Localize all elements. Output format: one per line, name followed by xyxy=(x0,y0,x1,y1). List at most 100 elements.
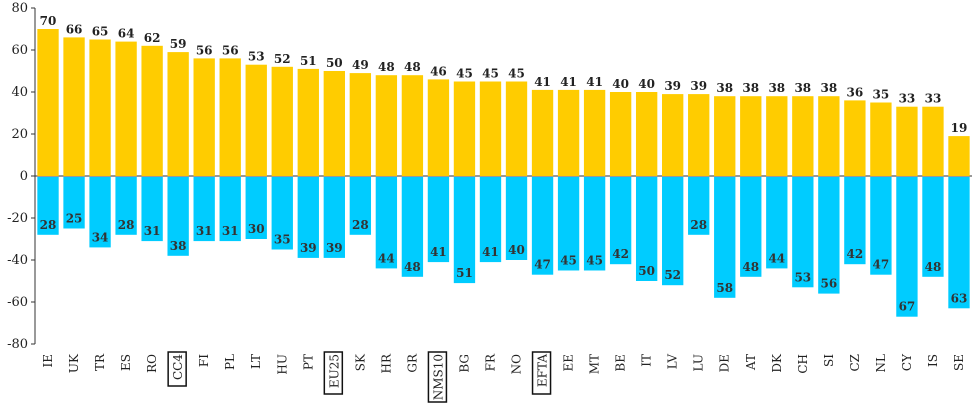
category-label: CC4 xyxy=(171,354,185,380)
category-label: CY xyxy=(900,353,914,371)
data-label-negative: 28 xyxy=(352,218,369,232)
bar-negative xyxy=(193,177,215,242)
data-label-negative: 28 xyxy=(40,218,57,232)
bar-negative xyxy=(531,177,554,275)
bar-positive xyxy=(792,96,814,176)
y-tick-label: 60 xyxy=(11,43,28,58)
data-label-positive: 38 xyxy=(742,81,759,95)
y-tick-label: -40 xyxy=(7,253,28,268)
data-label-negative: 42 xyxy=(612,247,629,261)
data-label-positive: 70 xyxy=(40,14,57,28)
bar-positive xyxy=(818,96,840,176)
data-label-positive: 45 xyxy=(482,67,499,81)
data-label-negative: 44 xyxy=(378,251,395,265)
bar-positive xyxy=(349,73,372,176)
bar-positive xyxy=(271,66,293,176)
category-label: PT xyxy=(301,354,315,370)
category-label: IT xyxy=(640,354,654,367)
data-label-negative: 67 xyxy=(899,300,916,314)
data-label-positive: 33 xyxy=(925,92,942,106)
category-label: MT xyxy=(588,354,602,374)
data-label-positive: 51 xyxy=(300,54,317,68)
data-label-negative: 28 xyxy=(690,218,707,232)
bar-positive xyxy=(115,41,137,176)
category-label: FR xyxy=(483,353,497,371)
data-label-negative: 45 xyxy=(560,254,577,268)
y-tick-label: 0 xyxy=(20,169,28,184)
category-label: AT xyxy=(744,354,758,371)
data-label-positive: 41 xyxy=(534,75,551,89)
category-label: SI xyxy=(822,354,836,367)
bar-negative xyxy=(271,177,293,250)
bar-positive xyxy=(662,94,684,176)
data-label-positive: 48 xyxy=(378,60,395,74)
data-label-positive: 39 xyxy=(664,79,681,93)
bar-negative xyxy=(401,177,424,277)
bar-positive xyxy=(63,37,85,177)
data-label-positive: 59 xyxy=(170,37,187,51)
data-label-positive: 41 xyxy=(560,75,577,89)
data-label-positive: 49 xyxy=(352,58,369,72)
x-axis: IE UK TR ES RO CC4 FI PL LT HU PT EU25 SK HR GR NMS10 BG… xyxy=(41,351,966,403)
bar-negative xyxy=(714,177,736,298)
bar-positive xyxy=(870,102,892,176)
bar-positive xyxy=(714,96,736,176)
bar-negative xyxy=(896,177,918,317)
category-label: SE xyxy=(952,354,966,371)
data-label-positive: 38 xyxy=(794,81,811,95)
category-highlight-box xyxy=(323,351,344,395)
bar-positive xyxy=(427,79,450,176)
data-label-positive: 39 xyxy=(690,79,707,93)
data-label-negative: 42 xyxy=(847,247,864,261)
bar-negative xyxy=(609,177,632,265)
data-label-negative: 31 xyxy=(222,224,239,238)
bar-negative xyxy=(297,177,319,258)
bar-negative xyxy=(115,177,137,235)
data-label-negative: 40 xyxy=(508,243,525,257)
bar-negative xyxy=(948,177,970,309)
category-label: NMS10 xyxy=(431,354,445,400)
bar-negative xyxy=(427,177,450,263)
category-label: CH xyxy=(796,354,810,374)
bar-negative xyxy=(141,177,163,242)
y-axis: 80 60 40 20 0 -20 -40 -60 -80 xyxy=(7,1,972,352)
data-label-positive: 52 xyxy=(274,52,291,66)
data-label-negative: 50 xyxy=(638,264,655,278)
data-label-positive: 50 xyxy=(326,56,343,70)
bar-negative xyxy=(766,177,788,269)
data-label-negative: 25 xyxy=(66,212,83,226)
data-label-negative: 39 xyxy=(326,241,343,255)
category-label: CZ xyxy=(848,354,862,372)
category-highlight-box xyxy=(531,351,552,395)
bar-positive xyxy=(479,81,502,176)
data-label-positive: 66 xyxy=(66,22,83,36)
bar-negative xyxy=(688,177,710,235)
category-highlight-box xyxy=(427,351,448,403)
data-label-positive: 19 xyxy=(951,121,968,135)
data-label-negative: 31 xyxy=(144,224,161,238)
data-label-positive: 40 xyxy=(638,77,655,91)
y-tick-label: -20 xyxy=(7,211,28,226)
data-label-positive: 45 xyxy=(508,67,525,81)
bar-negative xyxy=(219,177,241,242)
data-label-positive: 53 xyxy=(248,50,265,64)
bar-positive xyxy=(896,106,918,176)
bar-positive xyxy=(375,75,398,176)
bar-negative xyxy=(557,177,580,271)
category-label: EE xyxy=(562,354,576,372)
category-highlight-box xyxy=(167,351,187,387)
data-label-positive: 36 xyxy=(847,85,864,99)
data-label-positive: 41 xyxy=(586,75,603,89)
bar-positive xyxy=(688,94,710,176)
data-label-positive: 64 xyxy=(118,27,135,41)
bar-negative xyxy=(583,177,606,271)
data-label-positive: 46 xyxy=(430,64,447,78)
bar-negative xyxy=(375,177,398,269)
data-label-negative: 41 xyxy=(430,245,447,259)
data-label-negative: 41 xyxy=(482,245,499,259)
bar-positive xyxy=(245,64,267,176)
data-label-negative: 52 xyxy=(664,268,681,282)
bar-negative xyxy=(662,177,684,286)
data-label-negative: 39 xyxy=(300,241,317,255)
data-label-positive: 65 xyxy=(92,25,109,39)
